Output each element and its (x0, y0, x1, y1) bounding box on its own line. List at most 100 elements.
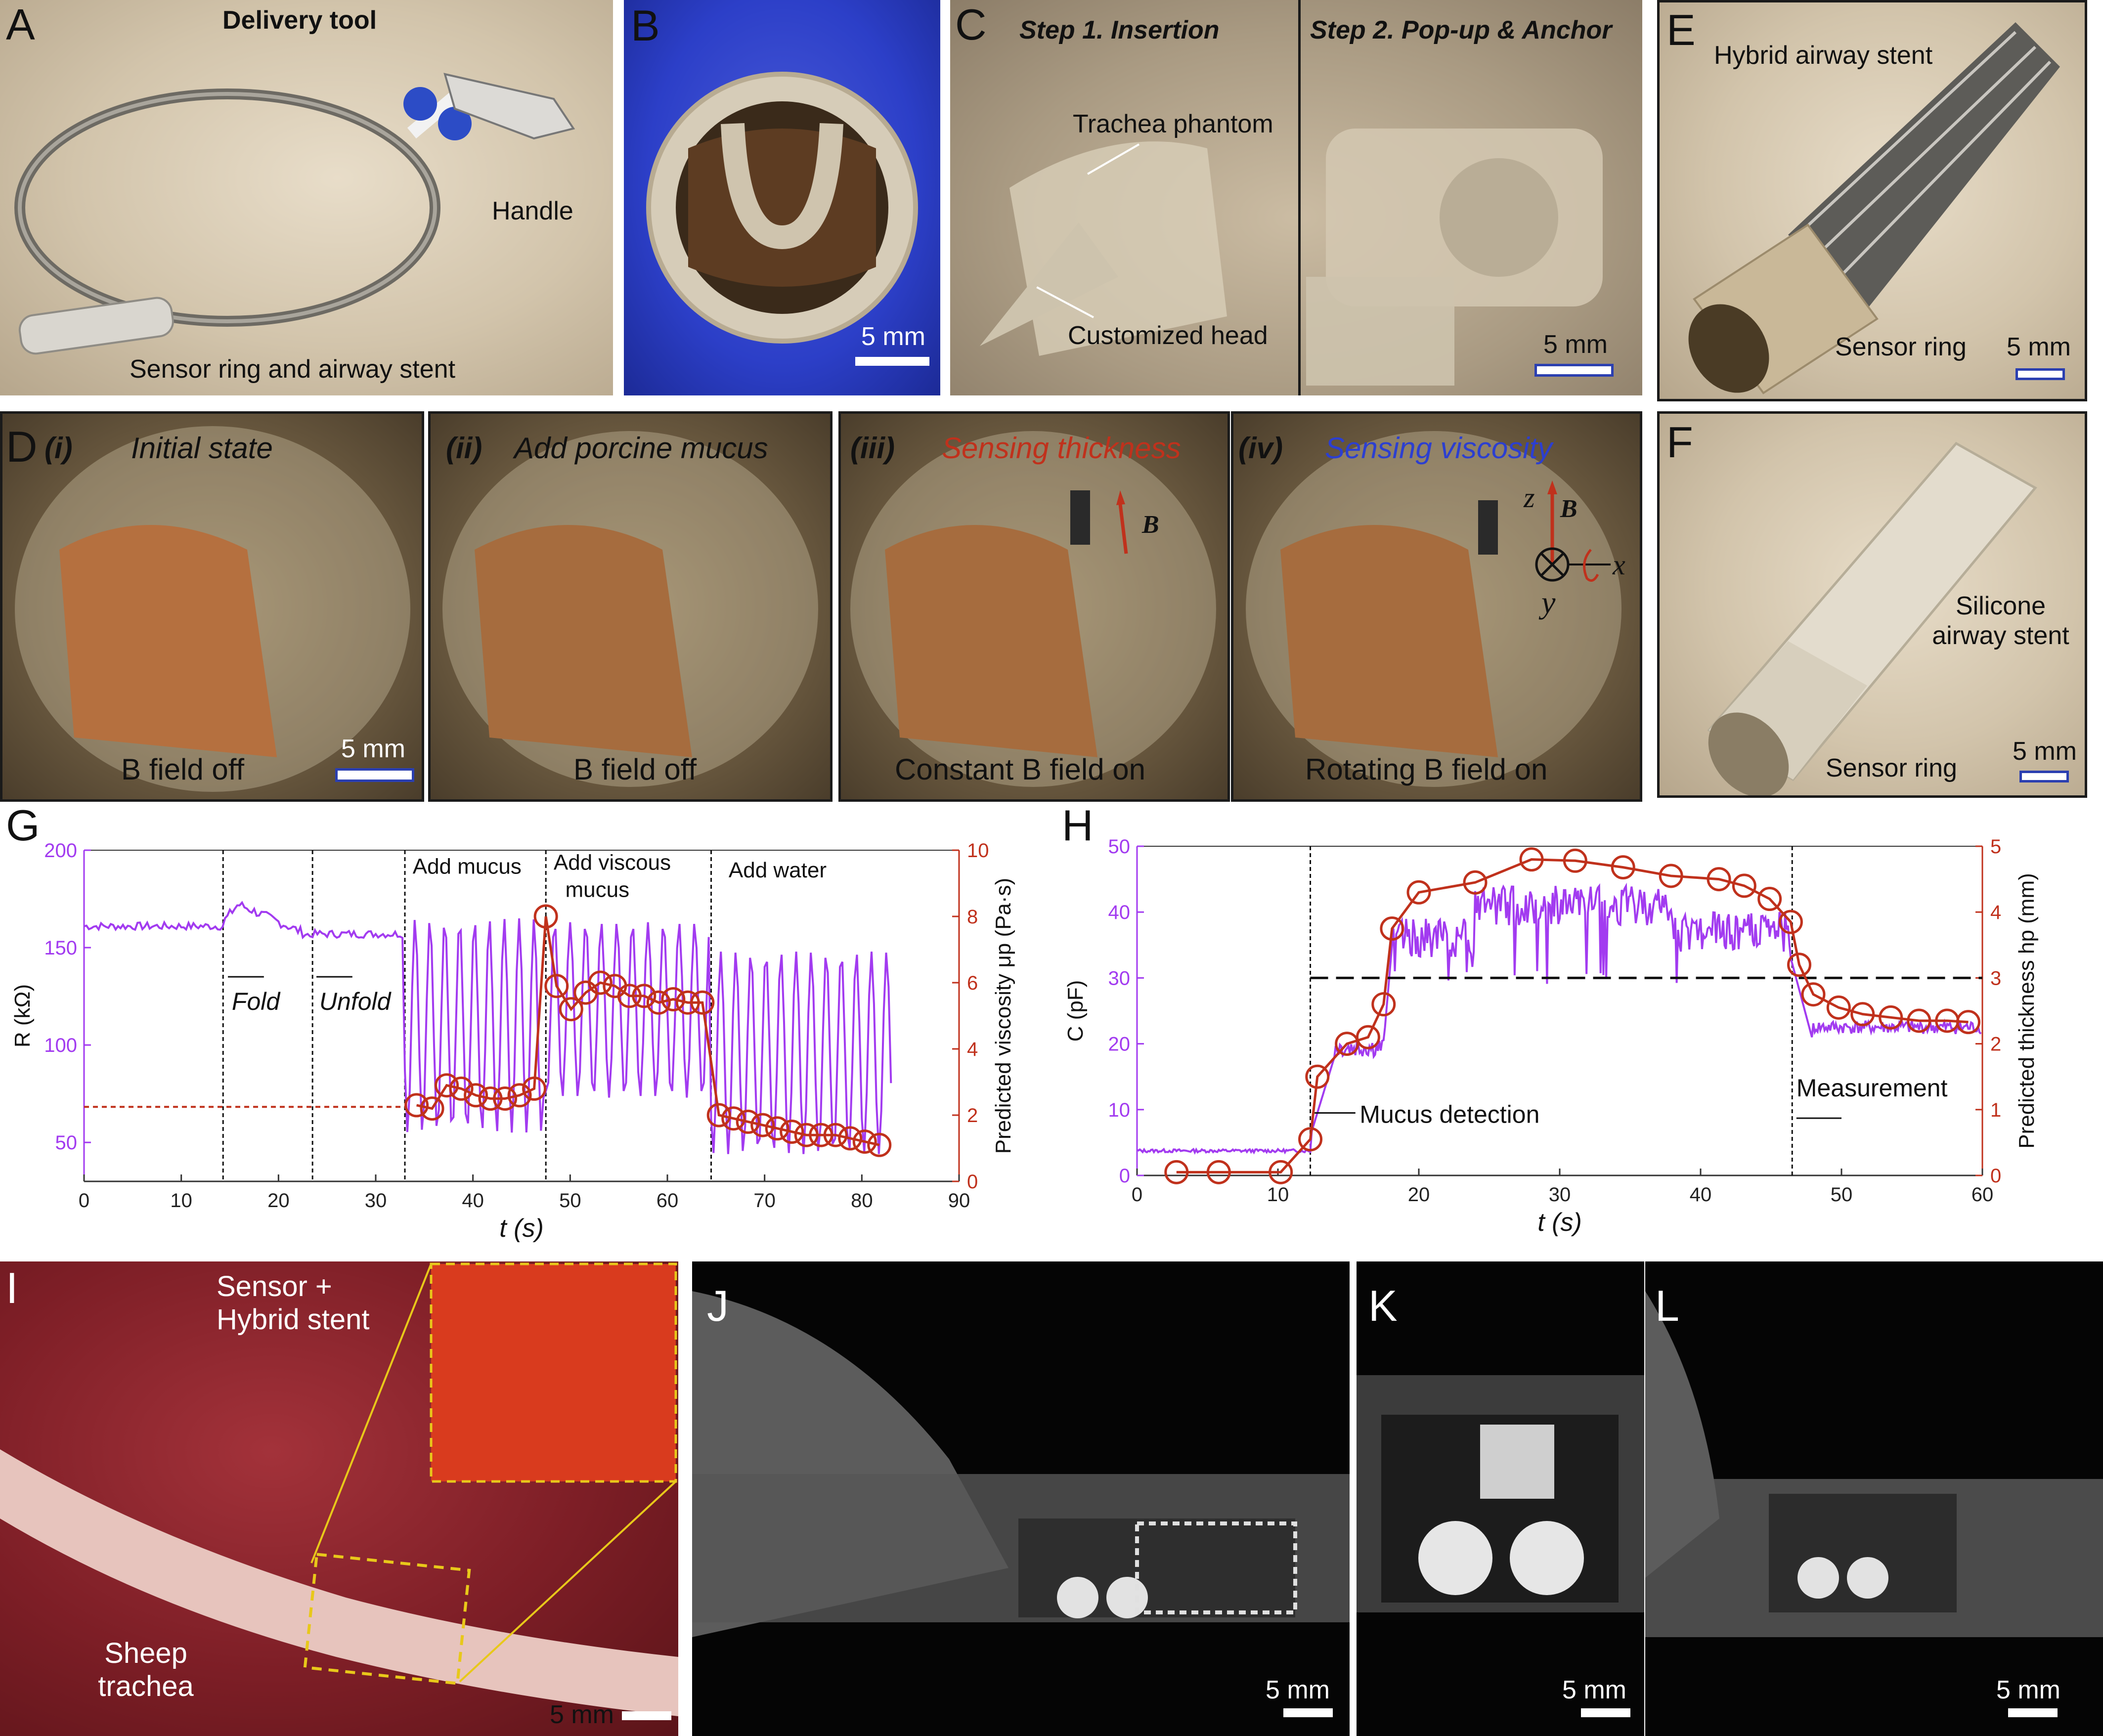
x-tick-label: 10 (1267, 1184, 1289, 1206)
xray-k-illustration (1357, 1375, 1644, 1612)
predicted-point (420, 1096, 444, 1121)
scale-bar-j (1283, 1708, 1333, 1717)
measurement-annotation: Measurement (1796, 1074, 1948, 1102)
hybrid-stent-illustration (1688, 22, 2060, 394)
predicted-point (867, 1132, 892, 1157)
predicted-point (1380, 916, 1404, 941)
panel-f-photo: F Silicone airway stent Sensor ring 5 mm (1657, 411, 2087, 798)
d-ii-bottom: B field off (573, 753, 697, 786)
predicted-point (721, 1106, 746, 1131)
sensor-hybrid-stent-label: Sensor + Hybrid stent (217, 1270, 370, 1336)
predicted-point (404, 1093, 429, 1118)
d-i-title: Initial state (131, 432, 273, 465)
x-tick-label: 0 (1132, 1184, 1142, 1206)
mucus-detection-annotation: Mucus detection (1359, 1100, 1539, 1128)
scale-label-j: 5 mm (1266, 1676, 1330, 1704)
add-viscous-mucus-annotation-line2: mucus (566, 878, 630, 902)
y-right-tick-label: 3 (1990, 967, 2001, 989)
x-tick-label: 40 (462, 1190, 484, 1212)
predicted-point (1335, 1032, 1359, 1056)
chart-g: 0 10 20 30 40 50 60 70 80 90 50 100 150 200 0 2 4 6 8 10 t (… (10, 840, 1015, 1243)
predicted-point (1164, 1160, 1189, 1184)
predicted-point (493, 1086, 518, 1111)
y-left-tick-label: 100 (44, 1035, 77, 1056)
step2-title: Step 2. Pop-up & Anchor (1310, 16, 1612, 44)
scale-bar-c (1534, 364, 1614, 377)
panel-label-j: J (707, 1281, 729, 1330)
x-tick-label: 60 (657, 1190, 679, 1212)
x-axis-title: t (s) (1537, 1208, 1582, 1237)
y-right-tick-label: 2 (967, 1105, 978, 1127)
y-left-tick-label: 200 (44, 840, 77, 862)
handle-label: Handle (492, 197, 573, 225)
d-ii-num: (ii) (446, 432, 482, 465)
predicted-point (617, 984, 642, 1008)
trachea-phantom-label: Trachea phantom (1073, 110, 1273, 138)
panel-d-decorations (15, 426, 1621, 792)
predicted-point (1269, 1160, 1293, 1184)
x-tick-label: 10 (170, 1190, 192, 1212)
predicted-point (1826, 995, 1851, 1020)
silicone-stent-label: Silicone airway stent (1932, 592, 2069, 650)
predicted-point (794, 1123, 819, 1147)
predicted-point (632, 984, 657, 1008)
predicted-point (1879, 1005, 1903, 1030)
predicted-point (838, 1126, 863, 1151)
silicone-stent-illustration (1707, 441, 2037, 795)
y-left-tick-label: 0 (1119, 1165, 1130, 1187)
predicted-point (809, 1123, 833, 1147)
panel-a-photo: A Delivery tool Handle Sensor ring and a… (0, 0, 613, 395)
x-tick-label: 60 (1972, 1184, 1994, 1206)
scale-label-b: 5 mm (861, 322, 925, 351)
scale-bar-d (335, 768, 414, 782)
x-tick-label: 70 (753, 1190, 776, 1212)
predicted-point (588, 970, 613, 995)
predicted-point (646, 990, 671, 1015)
d-iii-b-symbol: B (1142, 511, 1159, 539)
panel-d: D (i) Initial state B field off 5 mm (ii… (0, 411, 1642, 802)
panel-label-i: I (6, 1263, 18, 1312)
predicted-point (522, 1076, 547, 1101)
y-right-tick-label: 0 (1990, 1165, 2001, 1187)
predicted-series-line (1176, 858, 1969, 1173)
panel-k-xray: K 5 mm (1357, 1261, 1644, 1736)
predicted-point (1732, 873, 1756, 898)
predicted-point (1801, 982, 1826, 1007)
panel-label-a: A (6, 0, 35, 49)
y-left-tick-label: 40 (1108, 902, 1131, 923)
predicted-point (449, 1076, 474, 1101)
predicted-point (1463, 870, 1488, 895)
predicted-point (1707, 867, 1731, 892)
x-tick-label: 20 (267, 1190, 290, 1212)
predicted-point (780, 1120, 804, 1144)
sheep-trachea-illustration (0, 1262, 678, 1716)
x-tick-label: 20 (1408, 1184, 1430, 1206)
panel-label-c: C (955, 0, 987, 49)
axis-x-label: x (1613, 549, 1625, 581)
predicted-point (1563, 848, 1587, 873)
x-tick-label: 90 (948, 1190, 970, 1212)
y-left-tick-label: 150 (44, 937, 77, 959)
axis-y-label: y (1541, 585, 1556, 620)
sensor-ring-label-f: Sensor ring (1826, 754, 1957, 782)
panel-label-b: B (631, 1, 660, 50)
unfold-annotation: Unfold (319, 988, 392, 1015)
predicted-point (675, 990, 700, 1015)
y-right-tick-label: 10 (967, 840, 989, 862)
add-water-annotation: Add water (729, 858, 827, 882)
delivery-tool-title: Delivery tool (222, 6, 377, 35)
predicted-point (765, 1116, 789, 1141)
x-tick-label: 50 (559, 1190, 581, 1212)
y-right-tick-label: 6 (967, 972, 978, 994)
predicted-point (478, 1086, 503, 1111)
scale-label-l: 5 mm (1996, 1676, 2060, 1704)
panel-label-g: G (6, 801, 40, 850)
predicted-point (690, 990, 715, 1015)
predicted-point (507, 1083, 532, 1108)
predicted-point (1298, 1127, 1323, 1152)
axis-z-label: z (1524, 481, 1535, 514)
predicted-point (1206, 1160, 1231, 1184)
panel-label-l: L (1655, 1281, 1679, 1330)
predicted-point (1778, 910, 1803, 934)
panel-c-divider (1298, 0, 1301, 395)
